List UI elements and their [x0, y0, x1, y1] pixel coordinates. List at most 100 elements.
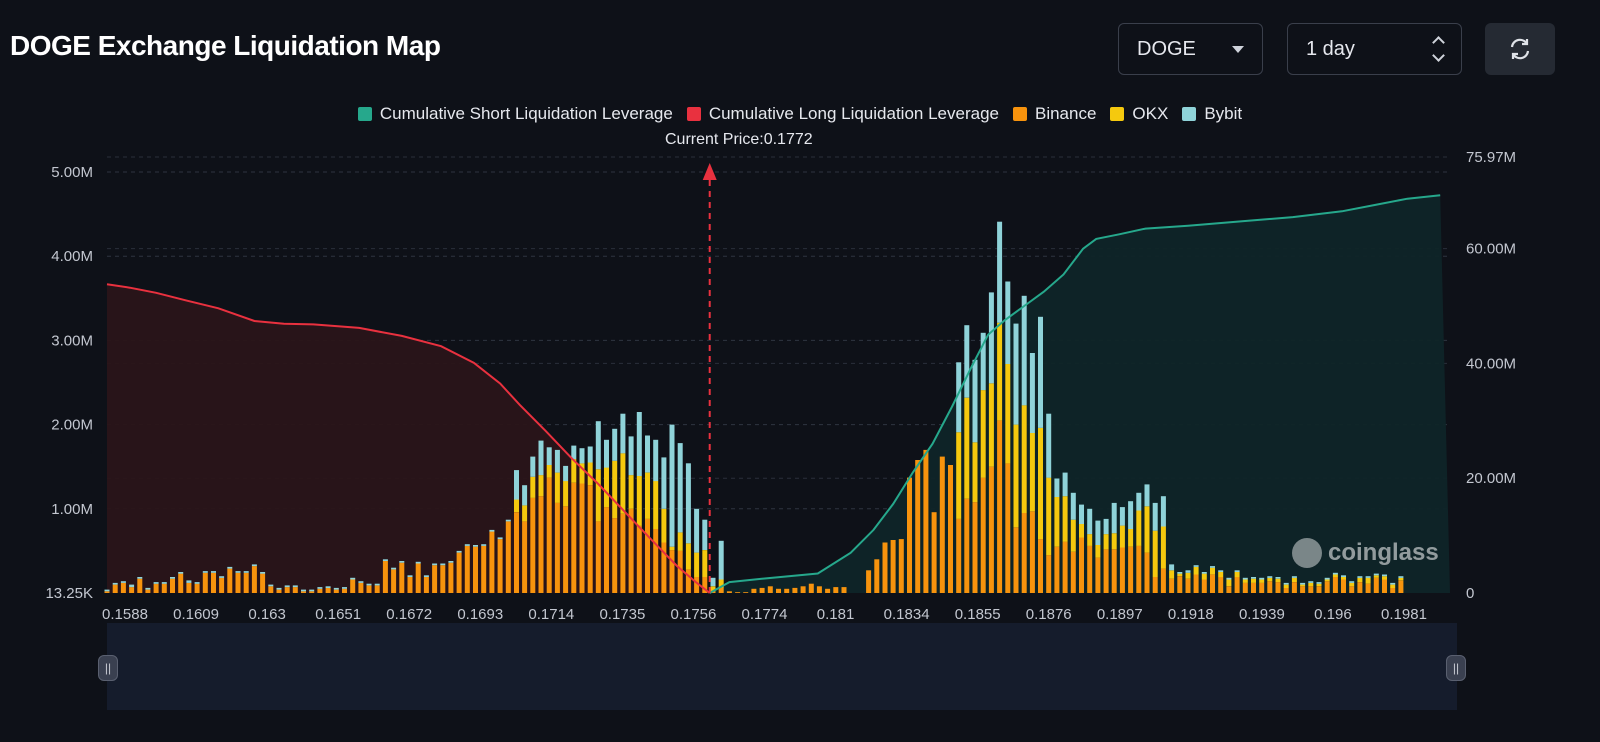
x-tick-label: 0.1693: [457, 606, 503, 623]
bar-binance: [325, 587, 331, 593]
bar-binance: [473, 546, 478, 593]
bar-bybit: [1013, 323, 1019, 425]
bar-binance: [1259, 582, 1265, 593]
bar-bybit: [538, 440, 544, 476]
bar-binance: [497, 539, 503, 593]
bar-bybit: [1185, 570, 1191, 573]
bar-binance: [1390, 587, 1396, 593]
bar-okx: [1382, 576, 1387, 580]
bar-binance: [227, 568, 233, 593]
bar-binance: [767, 586, 773, 593]
bar-okx: [1365, 577, 1371, 584]
bar-okx: [1054, 497, 1060, 547]
bar-bybit: [1201, 572, 1207, 574]
bar-bybit: [694, 508, 700, 553]
bar-binance: [898, 539, 904, 593]
bar-bybit: [546, 447, 552, 465]
bar-okx: [1136, 510, 1142, 546]
y-right-tick-label: 60.00M: [1466, 241, 1516, 258]
zoom-handle-right[interactable]: ||: [1446, 655, 1466, 681]
bar-bybit: [1300, 582, 1306, 585]
legend-item[interactable]: Cumulative Short Liquidation Leverage: [357, 104, 673, 124]
bar-bybit: [415, 561, 421, 564]
bar-bybit: [1136, 492, 1142, 511]
bar-okx: [1013, 424, 1019, 528]
bar-bybit: [972, 359, 978, 443]
legend-label: Bybit: [1204, 104, 1243, 123]
bar-bybit: [1365, 576, 1371, 578]
bar-binance: [571, 482, 577, 593]
bar-okx: [1144, 506, 1150, 553]
bar-okx: [702, 550, 708, 577]
refresh-button[interactable]: [1485, 23, 1555, 75]
bar-okx: [1242, 579, 1248, 583]
bar-binance: [718, 587, 724, 593]
legend-item[interactable]: Bybit: [1182, 104, 1242, 124]
legend-item[interactable]: Binance: [1012, 104, 1096, 124]
bar-binance: [309, 591, 315, 593]
bar-binance: [743, 592, 749, 593]
bar-bybit: [186, 580, 192, 583]
bar-binance: [923, 449, 929, 593]
bar-bybit: [153, 582, 159, 584]
bar-okx: [1283, 584, 1289, 588]
legend-item[interactable]: OKX: [1110, 104, 1168, 124]
bar-binance: [1103, 549, 1109, 593]
bar-bybit: [505, 519, 511, 522]
bar-bybit: [251, 564, 257, 567]
bar-okx: [530, 476, 536, 498]
bar-binance: [1152, 577, 1158, 593]
coin-select[interactable]: DOGE: [1118, 23, 1263, 75]
bar-binance: [284, 587, 290, 593]
zoom-handle-left[interactable]: ||: [98, 655, 118, 681]
bar-binance: [104, 591, 110, 593]
zoom-slider-track[interactable]: [107, 623, 1457, 710]
bar-binance: [645, 518, 650, 593]
x-tick-label: 0.1714: [528, 606, 574, 623]
legend-item[interactable]: Cumulative Long Liquidation Leverage: [686, 104, 999, 124]
bar-bybit: [1308, 581, 1314, 583]
bar-okx: [1160, 526, 1166, 569]
bar-bybit: [1226, 577, 1232, 580]
bar-binance: [145, 589, 151, 593]
bar-bybit: [718, 540, 724, 580]
bar-okx: [988, 383, 994, 467]
bar-bybit: [1275, 577, 1281, 579]
bar-binance: [251, 566, 257, 593]
bar-bybit: [1021, 295, 1027, 406]
x-tick-label: 0.1897: [1097, 606, 1143, 623]
bar-binance: [522, 521, 528, 593]
legend-label: OKX: [1132, 104, 1169, 123]
bar-bybit: [1382, 574, 1387, 577]
bar-binance: [1021, 513, 1027, 593]
bar-binance: [399, 562, 405, 593]
bar-binance: [563, 506, 569, 593]
bar-bybit: [604, 439, 609, 468]
y-right-tick-label: 20.00M: [1466, 470, 1516, 487]
bar-binance: [211, 572, 216, 593]
bar-bybit: [268, 584, 274, 587]
current-price-arrow: [702, 163, 717, 180]
bar-binance: [456, 552, 462, 593]
bar-okx: [1038, 428, 1043, 540]
bar-bybit: [292, 585, 298, 588]
bar-bybit: [497, 537, 503, 540]
bar-binance: [268, 586, 274, 593]
bar-okx: [956, 432, 962, 519]
bar-binance: [1038, 539, 1043, 593]
bar-bybit: [1291, 576, 1297, 578]
bar-binance: [882, 542, 888, 593]
bar-binance: [1308, 586, 1314, 593]
bar-binance: [1324, 581, 1330, 593]
bar-okx: [1308, 582, 1314, 587]
bar-binance: [186, 582, 192, 593]
bar-bybit: [1062, 472, 1068, 497]
bar-okx: [1177, 573, 1183, 577]
bar-bybit: [235, 571, 241, 573]
bar-okx: [1210, 567, 1215, 575]
bar-bybit: [1210, 566, 1215, 568]
bar-binance: [890, 540, 896, 593]
bar-okx: [1119, 525, 1125, 548]
time-range-select[interactable]: 1 day: [1287, 23, 1462, 75]
bar-bybit: [1095, 520, 1101, 545]
